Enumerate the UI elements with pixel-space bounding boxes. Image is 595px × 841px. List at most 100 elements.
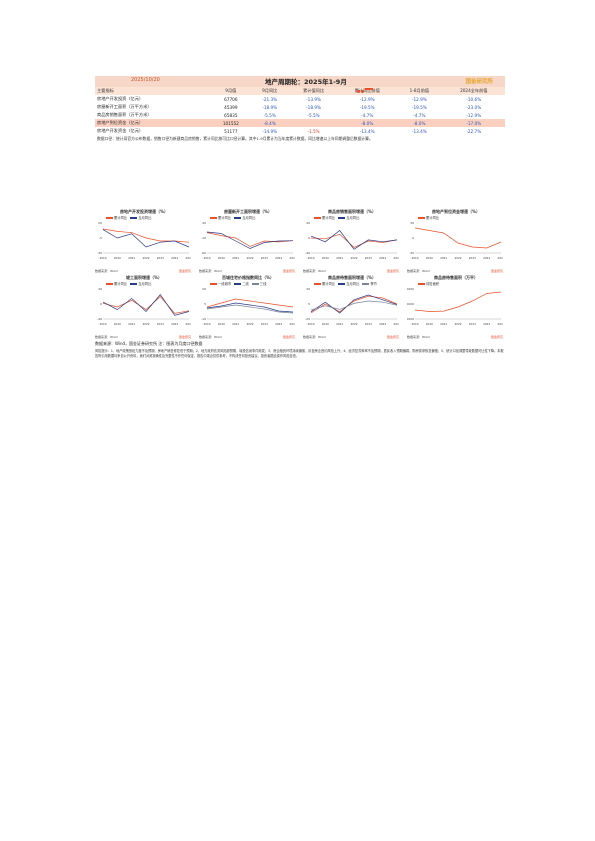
x-tick-label: 2024 (483, 322, 490, 326)
x-tick-label: 2022 (350, 256, 357, 260)
x-tick-label: 2025 (289, 322, 295, 326)
column-header: 2024全年前值 (442, 87, 505, 95)
chart-title: 竣工面积增速（%） (125, 275, 162, 280)
legend-label: 累计同比 (322, 216, 336, 220)
chart-funding: 房地产到位资金增速（%） 累计同比 -30 0 30 2019 2020 2021 2022 20… (407, 209, 505, 273)
legend-label: 累计同比 (426, 216, 440, 220)
y-tick-label: 20 (202, 287, 206, 291)
x-tick-label: 2025 (497, 322, 503, 326)
column-header: 累计同比前值 (338, 87, 397, 95)
x-tick-label: 2021 (336, 322, 343, 326)
chart-title: 房屋新开工面积增速（%） (223, 209, 272, 214)
cell-value: -10.6% (466, 96, 482, 102)
chart-price-index: 百城住宅价格指数同比（%） 一线城市 二线 三线 -10 5 20 2019 2020 2021 2… (199, 275, 297, 339)
chart-watermark: 国金研究 (386, 335, 399, 339)
legend-swatch (418, 217, 425, 219)
x-tick-label: 2020 (426, 256, 433, 260)
y-tick-label: 0 (100, 302, 102, 306)
column-header: 1-8月前值 (396, 87, 443, 95)
cell-value: -4.7% (413, 112, 426, 118)
x-tick-label: 2019 (307, 256, 314, 260)
cell-value: -12.9% (411, 96, 427, 102)
legend-label: 当月同比 (346, 282, 360, 286)
footer-body: 风险提示：1、地产政策放松力度不及预期，房地产销售修复低于预期；2、地方政府债务… (95, 349, 504, 358)
chart-watermark: 国金研究 (490, 269, 503, 273)
series-line-2 (310, 300, 398, 311)
chart-source: 数据来源：Wind (95, 269, 118, 273)
cell-value: -8.4% (250, 119, 289, 127)
series-line-1 (206, 231, 294, 249)
table-row: 商品房销售面积（万平方米） 65835 -5.5% -5.5% -4.7% -4… (95, 111, 505, 119)
chart-watermark: 国金研究 (282, 335, 295, 339)
legend-swatch (418, 283, 425, 285)
legend-swatch (210, 217, 217, 219)
x-tick-label: 2020 (114, 256, 121, 260)
legend-label: 一线城市 (218, 282, 232, 286)
cell-value: -17.0% (442, 119, 505, 127)
cell-value: 51177 (224, 128, 238, 134)
x-tick-label: 2020 (218, 322, 225, 326)
x-tick-label: 2020 (218, 256, 225, 260)
cell-value: 67706 (224, 96, 238, 102)
chart-source: 数据来源：Wind (199, 335, 222, 339)
x-tick-label: 2021 (128, 322, 135, 326)
y-tick-label: 5 (308, 302, 310, 306)
chart-title: 房地产到位资金增速（%） (431, 209, 480, 214)
series-line-0 (310, 295, 398, 314)
cell-value: -13.4% (411, 128, 427, 134)
legend-swatch (234, 217, 242, 219)
legend-label: 累计同比 (114, 216, 128, 220)
legend-swatch (338, 283, 346, 285)
cell-value: -19.5% (411, 104, 427, 110)
x-tick-label: 2020 (322, 322, 329, 326)
cell-value: -8.0% (396, 119, 443, 127)
chart-legend: 累计同比 当月同比 (311, 215, 359, 220)
y-tick-label: 40 (306, 221, 310, 225)
cell-value: -1.5% (307, 128, 320, 134)
chart-completions: 竣工面积增速（%） 累计同比 当月同比 -40 0 40 2019 2020 2021 2022 2… (95, 275, 193, 339)
chart-plot: -10 5 20 2019 2020 2021 2022 2023 2024 2025 (201, 287, 295, 326)
report-title: 地产周期轮：2025年1-9月 (265, 78, 347, 86)
chart-title: 商品房待售面积（万平） (434, 275, 478, 280)
column-header: 9月同比 (250, 87, 289, 95)
cell-value: 101552 (210, 119, 251, 127)
chart-legend: 一线城市 二线 三线 (207, 281, 266, 286)
x-tick-label: 2025 (497, 256, 503, 260)
legend-label: 累计同比 (218, 216, 232, 220)
legend-swatch (210, 283, 217, 285)
chart-source: 数据来源：Wind (303, 269, 326, 273)
legend-label: 累计同比 (114, 282, 128, 286)
series-line-0 (102, 295, 190, 314)
legend-label: 当月同比 (242, 216, 256, 220)
y-tick-label: -30 (97, 251, 102, 255)
y-tick-label: -40 (97, 317, 102, 321)
legend-swatch (130, 283, 138, 285)
cell-value: -14.9% (262, 128, 278, 134)
chart-source: 数据来源：Wind (95, 335, 118, 339)
x-tick-label: 2022 (454, 256, 461, 260)
chart-title: 商品房待售面积增速（%） (327, 275, 376, 280)
y-tick-label: -40 (305, 251, 310, 255)
x-tick-label: 2024 (171, 322, 178, 326)
y-tick-label: 5 (204, 302, 206, 306)
x-tick-label: 2020 (426, 322, 433, 326)
x-tick-label: 2022 (142, 322, 149, 326)
chart-legend: 累计同比 当月同比 季节 (311, 281, 377, 286)
chart-title: 房地产开发投资增速（%） (119, 209, 168, 214)
y-tick-label: -5 (99, 236, 102, 240)
legend-swatch (251, 283, 259, 285)
y-tick-label: -30 (409, 251, 414, 255)
x-tick-label: 2023 (261, 256, 268, 260)
x-tick-label: 2023 (469, 256, 476, 260)
series-line-1 (102, 294, 190, 316)
report-footer: 数据来源：Wind，国金证券研究所 注：图表为月度口径数据 风险提示：1、地产政… (95, 341, 505, 358)
chart-legend: 待售面积 (415, 281, 439, 286)
chart-source: 数据来源：Wind (407, 335, 430, 339)
y-tick-label: 30 (306, 287, 310, 291)
x-tick-label: 2019 (411, 256, 418, 260)
column-header: 累计值同比 (288, 87, 339, 95)
x-tick-label: 2024 (171, 256, 178, 260)
chart-source: 数据来源：Wind (303, 335, 326, 339)
cell-value: -21.3% (262, 96, 278, 102)
chart-plot: 40000 60000 80000 2019 2020 2021 2022 2023 2024 2… (407, 287, 503, 326)
